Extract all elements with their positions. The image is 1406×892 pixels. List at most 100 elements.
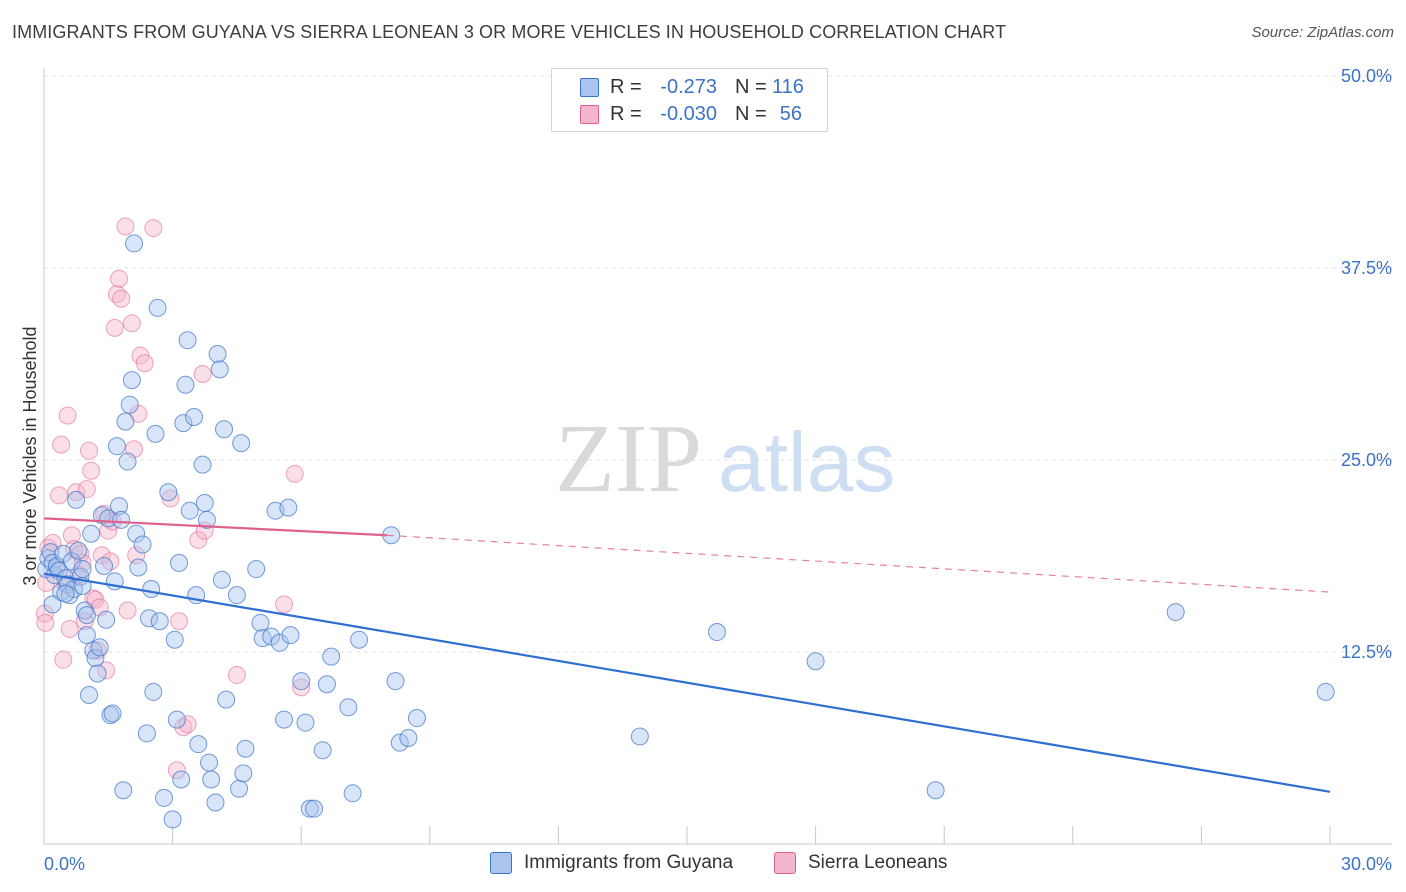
sierra-leoneans-point (105, 318, 124, 337)
bottom-legend-label-guyana: Immigrants from Guyana (524, 852, 734, 873)
guyana-point (386, 672, 405, 691)
guyana-point (343, 784, 362, 803)
guyana-point (116, 412, 135, 431)
guyana-point (215, 420, 234, 439)
guyana-point (142, 580, 161, 599)
sierra-leoneans-point (275, 595, 294, 614)
legend-n-label: N = (735, 75, 767, 98)
sierra-leoneans-point (122, 314, 141, 333)
guyana-point (86, 649, 105, 668)
guyana-point (176, 375, 195, 394)
guyana-point (202, 770, 221, 789)
guyana-point (97, 610, 116, 629)
sierra-leoneans-point (116, 217, 135, 236)
guyana-point (279, 498, 298, 517)
chart-title: IMMIGRANTS FROM GUYANA VS SIERRA LEONEAN… (12, 22, 1007, 42)
guyana-point (708, 623, 727, 642)
sierra-leoneans-point (112, 289, 131, 308)
sierra-leoneans-point (54, 650, 73, 669)
source-label: Source: ZipAtlas.com (1251, 24, 1394, 41)
sierra-leoneans-point (110, 269, 129, 288)
guyana-point (146, 424, 165, 443)
watermark-zip: ZIP (555, 405, 702, 513)
sierra-trend-line (43, 517, 387, 537)
sierra-leoneans-point (292, 678, 311, 697)
guyana-point (43, 595, 62, 614)
guyana-point (110, 497, 129, 516)
legend-r-label: R = (610, 75, 642, 98)
guyana-point (129, 558, 148, 577)
guyana-point (172, 770, 191, 789)
sierra-leoneans-point (285, 464, 304, 483)
sierra-leoneans-point (50, 486, 69, 505)
guyana-point (56, 584, 75, 603)
tick-labels: 12.5% 25.0% 37.5% 50.0% 0.0% 30.0% (44, 66, 1392, 874)
sierra-leoneans-point (36, 613, 55, 632)
legend-swatch-sierra (580, 105, 599, 124)
bottom-legend-guyana: Immigrants from Guyana (490, 852, 733, 874)
guyana-point (95, 556, 114, 575)
guyana-points (37, 234, 1335, 829)
guyana-point (806, 652, 825, 671)
y-tick-label: 25.0% (1341, 450, 1392, 470)
guyana-point (1166, 603, 1185, 622)
guyana-point (212, 570, 231, 589)
guyana-point (210, 360, 229, 379)
guyana-point (127, 524, 146, 543)
sierra-trend-extension (386, 534, 1331, 593)
bottom-legend-label-sierra: Sierra Leoneans (808, 852, 948, 873)
guyana-point (227, 586, 246, 605)
guyana-point (140, 609, 159, 628)
guyana-point (407, 709, 426, 728)
guyana-point (247, 560, 266, 579)
legend-swatch-guyana (580, 78, 599, 97)
guyana-point (200, 753, 219, 772)
guyana-point (62, 552, 81, 571)
guyana-point (114, 781, 133, 800)
sierra-leoneans-point (88, 641, 107, 660)
correlation-legend: R = -0.273 N = 116 R = -0.030 N = 56 (551, 68, 828, 132)
guyana-point (77, 626, 96, 645)
sierra-leoneans-point (82, 461, 101, 480)
x-tick-label: 0.0% (44, 854, 85, 874)
sierra-leoneans-point (178, 715, 197, 734)
guyana-point (159, 483, 178, 502)
sierra-leoneans-point (77, 480, 96, 499)
guyana-point (148, 298, 167, 317)
guyana-point (167, 710, 186, 729)
guyana-point (189, 735, 208, 754)
y-tick-label: 50.0% (1341, 66, 1392, 86)
sierra-leoneans-point (80, 441, 99, 460)
guyana-point (103, 704, 122, 723)
grid-lines (44, 75, 1392, 653)
guyana-point (234, 764, 253, 783)
bottom-legend-swatch-sierra (774, 852, 796, 874)
guyana-point (313, 741, 332, 760)
guyana-point (296, 713, 315, 732)
guyana-point (80, 686, 99, 705)
bottom-legend-sierra: Sierra Leoneans (774, 852, 947, 874)
guyana-point (275, 710, 294, 729)
sierra-leoneans-point (58, 406, 77, 425)
sierra-leoneans-point (52, 435, 71, 454)
guyana-point (236, 739, 255, 758)
legend-n-value: 116 (772, 75, 804, 98)
guyana-point (180, 501, 199, 520)
guyana-point (300, 799, 319, 818)
guyana-point (73, 560, 92, 579)
guyana-point (178, 331, 197, 350)
guyana-point (155, 788, 174, 807)
y-tick-label: 37.5% (1341, 258, 1392, 278)
bottom-legend-swatch-guyana (490, 852, 512, 874)
guyana-point (195, 494, 214, 513)
guyana-point (170, 553, 189, 572)
guyana-point (339, 698, 358, 717)
watermark-atlas: atlas (718, 415, 895, 509)
legend-r-value: -0.030 (660, 102, 717, 125)
guyana-point (118, 452, 137, 471)
guyana-point (251, 613, 270, 632)
guyana-point (144, 682, 163, 701)
sierra-leoneans-point (167, 761, 186, 780)
guyana-point (322, 647, 341, 666)
